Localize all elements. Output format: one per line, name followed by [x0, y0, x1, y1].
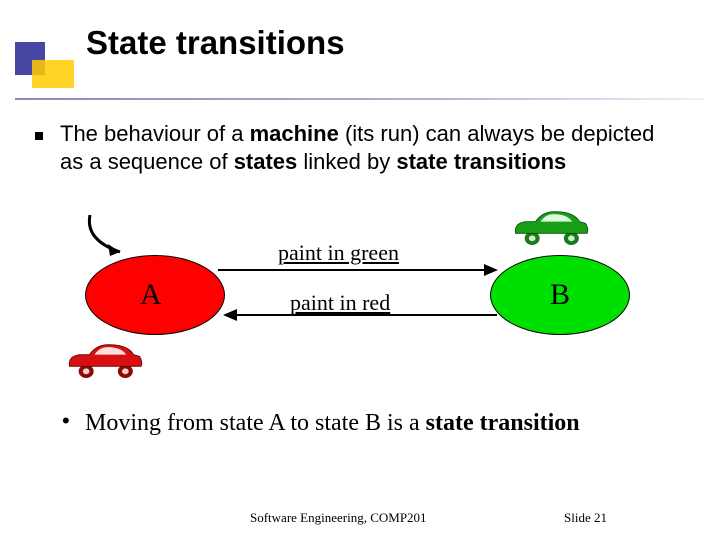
- arrow-b-to-a-head: [223, 309, 237, 321]
- footer-course: Software Engineering, COMP201: [250, 510, 427, 526]
- sub-bullet-marker: •: [62, 408, 70, 434]
- state-a-label: A: [140, 278, 162, 312]
- deco-accent-yellow: [32, 60, 74, 88]
- bullet-text-2: Moving from state A to state B is a stat…: [85, 408, 645, 438]
- arrow-a-to-b-head: [484, 264, 498, 276]
- bullet-text-1: The behaviour of a machine (its run) can…: [60, 120, 660, 175]
- slide-title: State transitions: [86, 24, 345, 62]
- pointer-arrow: [80, 210, 140, 260]
- arrow-a-to-b-label: paint in green: [278, 240, 399, 266]
- car-green-icon: [508, 205, 593, 245]
- state-b-label: B: [550, 278, 570, 312]
- slide: State transitions The behaviour of a mac…: [0, 0, 720, 540]
- title-divider: [15, 98, 705, 100]
- bullet-marker: [35, 132, 43, 140]
- arrow-b-to-a-label: paint in red: [290, 290, 390, 316]
- footer-slide-number: Slide 21: [564, 510, 607, 526]
- car-red-icon: [62, 338, 147, 378]
- arrow-a-to-b: [218, 269, 486, 271]
